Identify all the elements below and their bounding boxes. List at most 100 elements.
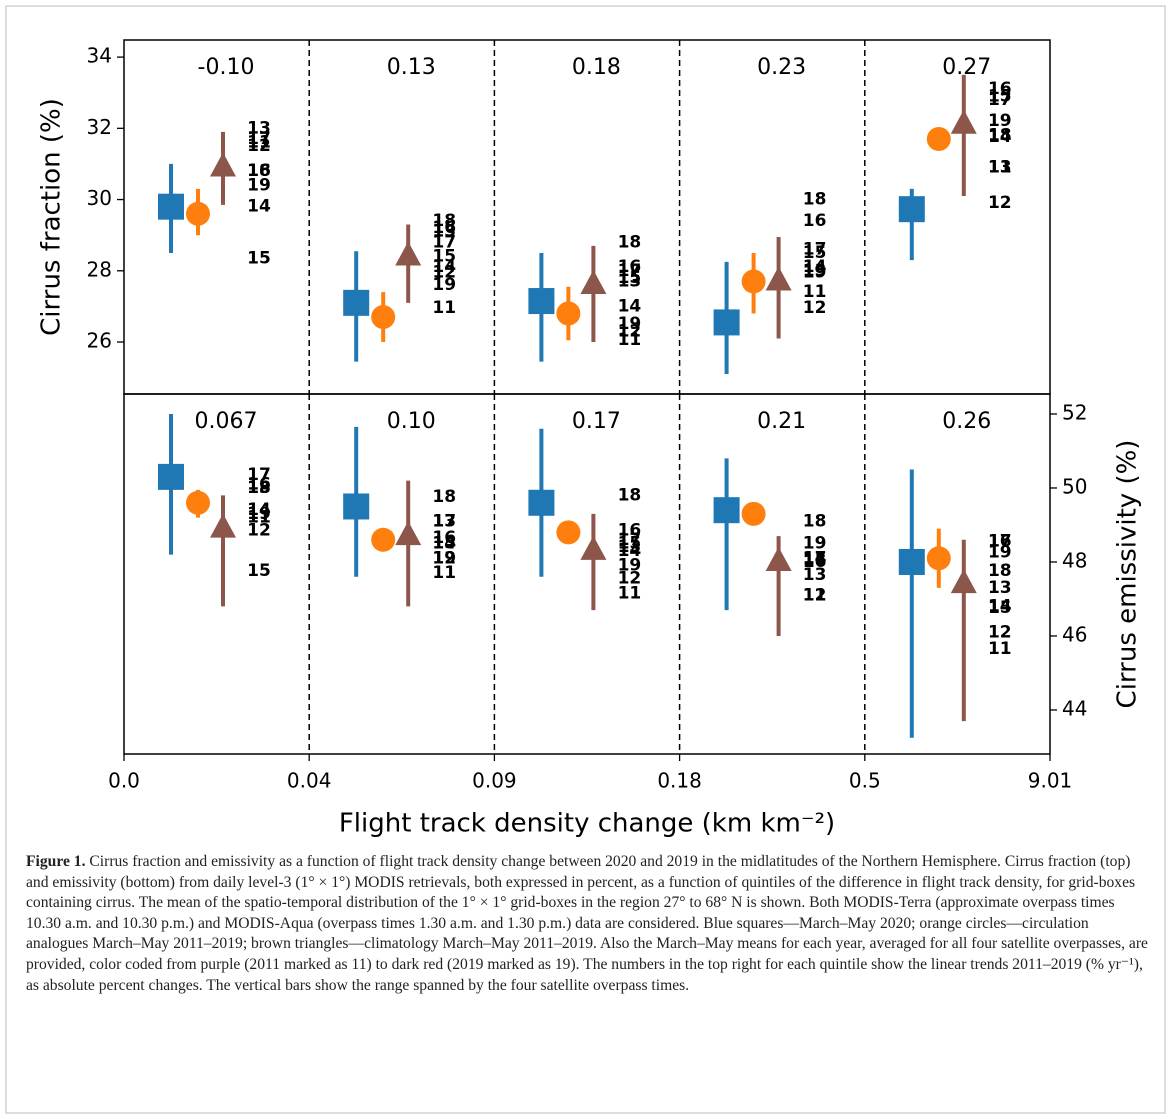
triangle-marker [765, 266, 792, 291]
year-label: 18 [803, 511, 827, 531]
year-label: 17 [988, 532, 1012, 552]
caption-text: Cirrus fraction and emissivity as a func… [26, 853, 1148, 994]
year-label: 15 [618, 533, 642, 553]
year-label: 12 [988, 193, 1012, 213]
year-label: 19 [803, 533, 827, 553]
year-label: 11 [618, 583, 642, 603]
square-marker [898, 196, 925, 223]
square-marker [898, 548, 925, 575]
x-tick-label: 0.04 [287, 769, 332, 793]
year-label: 11 [618, 330, 642, 350]
x-tick-label: 0.18 [657, 769, 702, 793]
trend-label: 0.26 [942, 409, 991, 434]
year-label: 13 [803, 261, 827, 281]
year-label: 13 [247, 118, 271, 138]
circle-marker [741, 269, 766, 294]
year-label: 14 [618, 296, 642, 316]
circle-marker [556, 520, 581, 545]
year-label: 12 [803, 585, 827, 605]
year-label: 14 [432, 533, 456, 553]
y-tick-label: 50 [1062, 474, 1087, 498]
year-label: 16 [618, 521, 642, 541]
year-label: 11 [803, 282, 827, 302]
year-label: 11 [432, 298, 456, 318]
triangle-marker [210, 152, 236, 177]
square-marker [158, 463, 184, 490]
year-label: 16 [247, 161, 271, 181]
year-label: 16 [988, 532, 1012, 552]
plot-frame [123, 393, 1051, 755]
year-label: 11 [247, 133, 271, 153]
year-label: 14 [618, 541, 642, 561]
year-label: 15 [988, 86, 1012, 106]
triangle-marker [395, 241, 422, 266]
year-label: 16 [247, 474, 271, 494]
year-label: 14 [803, 257, 827, 277]
year-label: 18 [803, 190, 827, 210]
year-label: 16 [988, 79, 1012, 99]
square-marker [158, 193, 184, 220]
square-marker [528, 489, 555, 516]
y-tick-label: 26 [87, 329, 112, 353]
year-label: 13 [432, 511, 456, 531]
x-tick-label: 0.0 [108, 769, 140, 793]
trend-label: 0.23 [757, 55, 806, 80]
square-marker [343, 289, 370, 316]
year-label: 12 [618, 321, 642, 341]
year-label: 17 [988, 90, 1012, 110]
x-axis-label: Flight track density change (km km⁻²) [339, 809, 835, 839]
year-label: 15 [432, 533, 456, 553]
year-label: 11 [247, 508, 271, 528]
trend-label: -0.10 [198, 55, 255, 80]
year-label: 18 [247, 161, 271, 181]
year-label: 13 [803, 565, 827, 585]
year-label: 16 [432, 528, 456, 548]
year-label: 13 [247, 478, 271, 498]
circle-marker [371, 527, 396, 552]
square-marker [713, 497, 740, 524]
year-label: 18 [988, 125, 1012, 145]
circle-marker [926, 127, 951, 152]
x-tick-label: 0.09 [472, 769, 517, 793]
y-tick-label: 32 [87, 115, 112, 139]
triangle-marker [210, 513, 236, 538]
circle-marker [186, 201, 210, 226]
trend-label: 0.17 [572, 409, 621, 434]
y-tick-label: 52 [1062, 400, 1087, 424]
year-label: 14 [432, 257, 456, 277]
trend-label: 0.10 [387, 409, 436, 434]
year-label: 12 [988, 622, 1012, 642]
year-label: 12 [432, 548, 456, 568]
year-label: 13 [988, 578, 1012, 598]
y-tick-label: 46 [1062, 622, 1087, 646]
triangle-marker [395, 521, 422, 546]
year-label: 19 [247, 504, 271, 524]
year-label: 12 [803, 298, 827, 318]
y-tick-label: 34 [87, 44, 112, 68]
year-label: 18 [618, 485, 642, 505]
x-tick-label: 9.01 [1028, 769, 1073, 793]
trend-label: 0.18 [572, 55, 621, 80]
year-label: 15 [803, 550, 827, 570]
year-label: 15 [247, 248, 271, 268]
year-label: 15 [803, 243, 827, 263]
year-label: 16 [432, 218, 456, 238]
year-label: 14 [988, 127, 1012, 147]
year-label: 17 [432, 511, 456, 531]
caption-label: Figure 1. [26, 853, 86, 870]
year-label: 16 [618, 257, 642, 277]
year-label: 18 [988, 561, 1012, 581]
year-label: 19 [432, 275, 456, 295]
year-label: 12 [247, 136, 271, 156]
year-label: 12 [432, 263, 456, 283]
y-tick-label: 48 [1062, 548, 1087, 572]
square-marker [528, 288, 555, 315]
triangle-marker [950, 109, 977, 134]
circle-marker [741, 501, 766, 526]
caption: Figure 1. Cirrus fraction and emissivity… [26, 852, 1148, 996]
y-axis-label: Cirrus fraction (%) [37, 98, 67, 336]
year-label: 13 [432, 222, 456, 242]
year-label: 13 [618, 537, 642, 557]
